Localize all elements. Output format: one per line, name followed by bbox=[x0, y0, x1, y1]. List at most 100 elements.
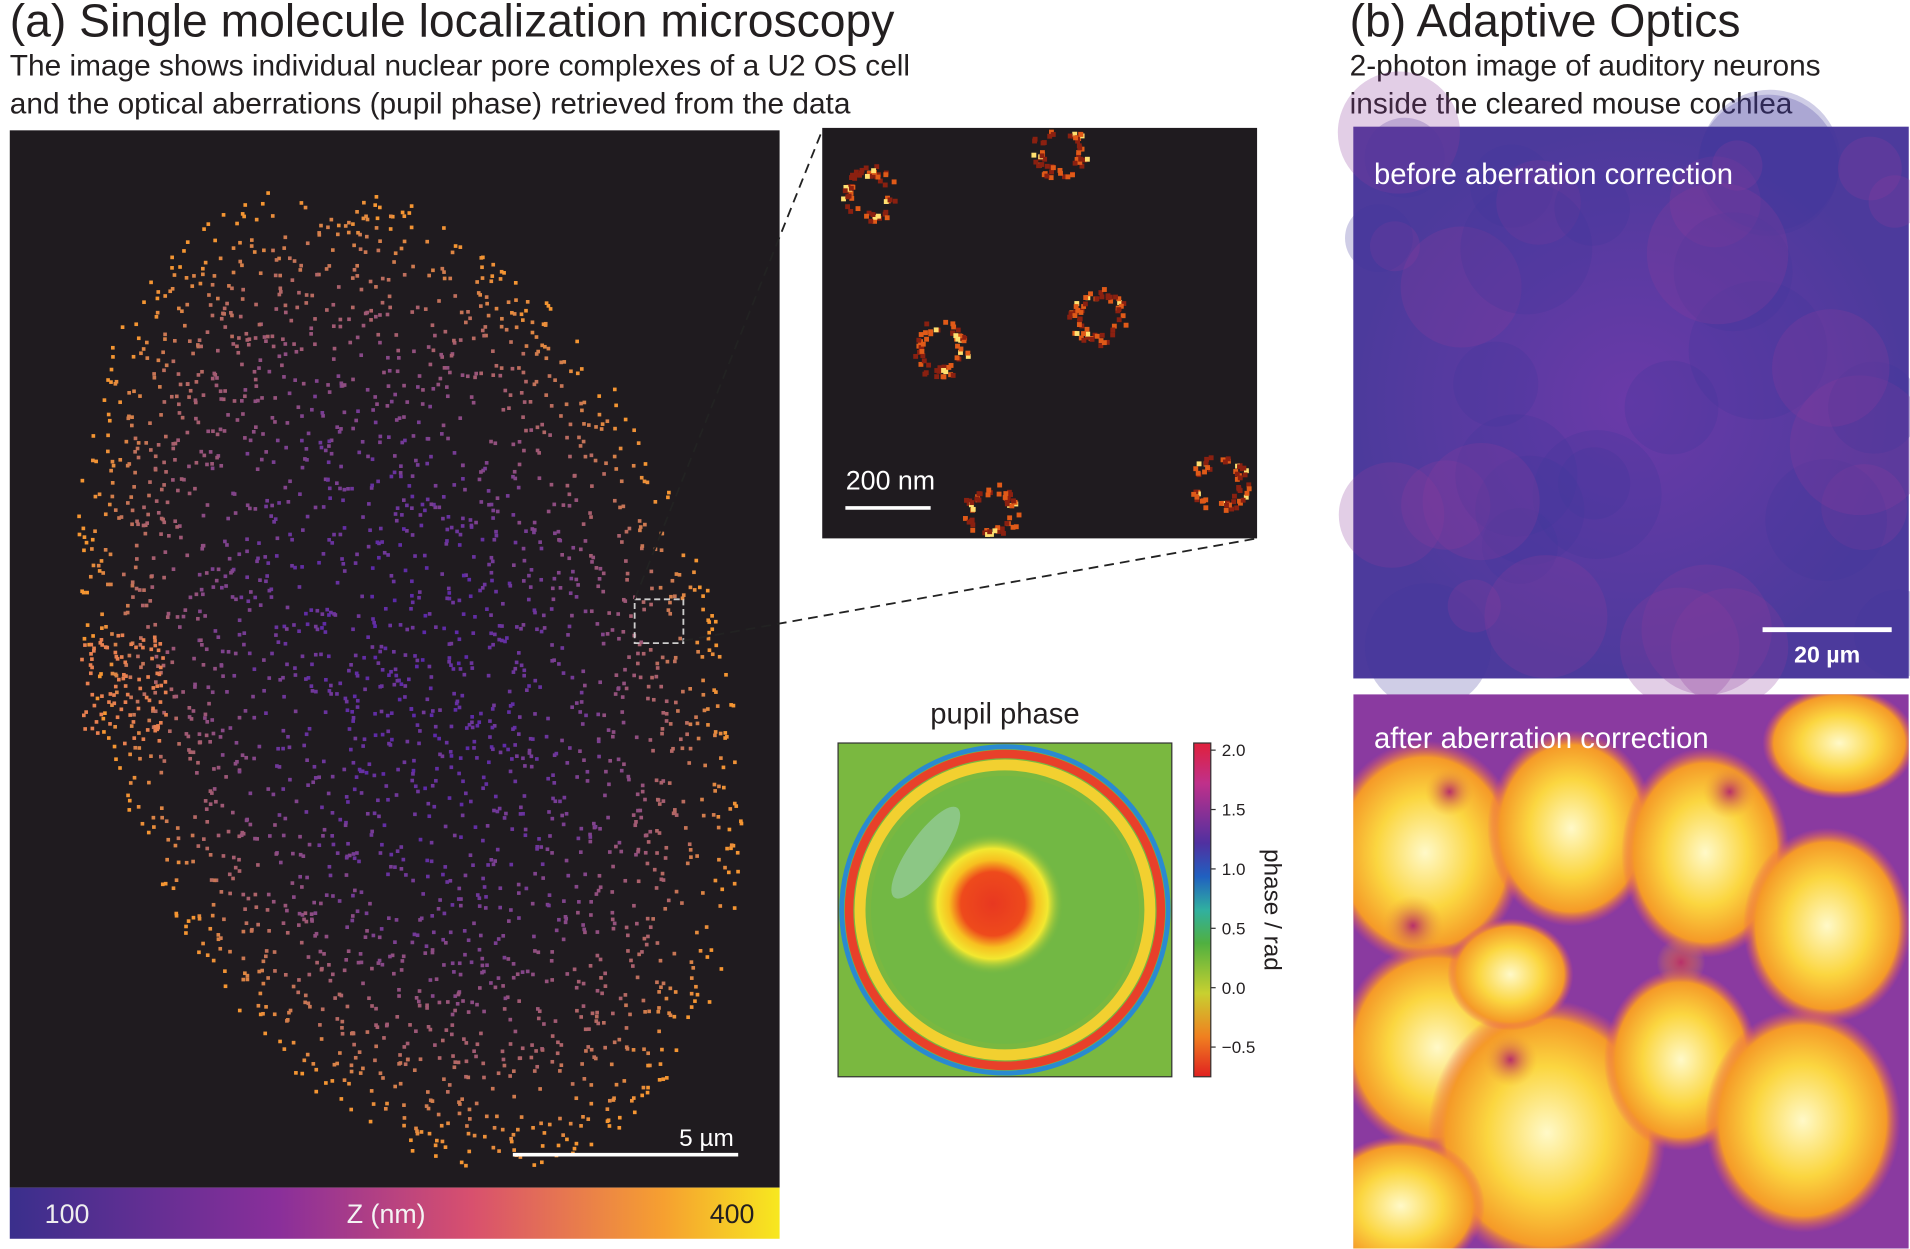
localization bbox=[417, 741, 421, 746]
localization bbox=[214, 799, 218, 804]
localization bbox=[436, 382, 441, 387]
localization bbox=[327, 264, 332, 268]
localization bbox=[569, 576, 574, 581]
localization bbox=[158, 720, 163, 725]
localization bbox=[558, 799, 562, 804]
localization bbox=[703, 763, 708, 768]
localization bbox=[110, 671, 115, 676]
localization bbox=[351, 426, 355, 431]
localization bbox=[638, 675, 643, 680]
cell bbox=[1704, 1008, 1901, 1233]
pixel bbox=[954, 355, 960, 361]
localization bbox=[337, 899, 342, 903]
localization bbox=[237, 769, 242, 774]
localization bbox=[219, 316, 224, 321]
localization bbox=[108, 692, 113, 696]
localization bbox=[575, 1008, 579, 1013]
localization bbox=[584, 713, 588, 718]
localization bbox=[490, 578, 494, 583]
pixel bbox=[1010, 524, 1016, 530]
localization bbox=[457, 886, 462, 891]
localization bbox=[357, 767, 362, 772]
pixel bbox=[1085, 331, 1091, 337]
localization bbox=[392, 971, 396, 976]
localization bbox=[688, 585, 693, 590]
localization bbox=[526, 597, 531, 602]
localization bbox=[211, 585, 216, 589]
localization bbox=[304, 611, 308, 616]
localization bbox=[309, 608, 314, 612]
localization bbox=[570, 675, 575, 680]
localization bbox=[210, 466, 215, 471]
localization bbox=[710, 652, 715, 657]
localization bbox=[456, 897, 461, 901]
localization bbox=[550, 1034, 555, 1038]
localization bbox=[226, 829, 231, 834]
localization bbox=[355, 552, 359, 557]
localization bbox=[433, 333, 437, 338]
localization bbox=[351, 627, 355, 632]
localization bbox=[501, 1057, 506, 1062]
localization bbox=[606, 728, 611, 732]
localization bbox=[593, 824, 598, 829]
localization bbox=[512, 1094, 517, 1099]
localization bbox=[281, 337, 285, 342]
localization bbox=[127, 798, 132, 803]
localization bbox=[152, 635, 157, 640]
localization bbox=[264, 711, 268, 716]
localization bbox=[359, 890, 364, 895]
localization bbox=[543, 323, 548, 327]
localization bbox=[404, 873, 408, 877]
localization bbox=[103, 512, 108, 517]
localization bbox=[723, 736, 727, 740]
pixel bbox=[883, 172, 889, 178]
haze bbox=[1641, 564, 1772, 695]
localization bbox=[402, 498, 406, 502]
localization bbox=[541, 613, 546, 618]
localization bbox=[734, 804, 739, 808]
localization bbox=[506, 747, 510, 752]
localization bbox=[520, 970, 525, 974]
localization bbox=[113, 672, 118, 677]
localization bbox=[365, 217, 370, 222]
localization bbox=[220, 649, 225, 654]
localization bbox=[355, 263, 360, 268]
localization bbox=[345, 1004, 350, 1009]
localization bbox=[689, 855, 693, 859]
pixel bbox=[874, 164, 880, 170]
localization bbox=[463, 320, 468, 325]
localization bbox=[153, 639, 157, 643]
localization bbox=[556, 570, 561, 575]
localization bbox=[700, 655, 705, 659]
localization bbox=[437, 1000, 442, 1005]
localization bbox=[567, 492, 572, 497]
localization bbox=[252, 369, 257, 374]
localization bbox=[220, 753, 225, 757]
localization bbox=[543, 344, 547, 349]
pixel bbox=[882, 182, 888, 188]
localization bbox=[351, 852, 356, 856]
localization bbox=[275, 764, 279, 768]
localization bbox=[375, 216, 380, 221]
localization bbox=[442, 276, 447, 281]
localization bbox=[428, 404, 432, 409]
localization bbox=[141, 645, 145, 650]
haze bbox=[1765, 459, 1887, 581]
localization bbox=[210, 313, 215, 318]
localization bbox=[471, 863, 475, 868]
localization bbox=[518, 812, 523, 816]
localization bbox=[449, 754, 454, 758]
localization bbox=[517, 999, 522, 1003]
localization bbox=[216, 933, 221, 937]
localization bbox=[327, 390, 332, 394]
pixel bbox=[964, 497, 969, 503]
localization bbox=[695, 640, 700, 645]
localization bbox=[355, 335, 360, 340]
localization bbox=[395, 369, 400, 374]
localization bbox=[406, 1057, 410, 1062]
localization bbox=[257, 322, 262, 327]
localization bbox=[429, 454, 433, 459]
localization bbox=[163, 550, 168, 554]
localization bbox=[523, 833, 528, 838]
localization bbox=[324, 267, 329, 271]
